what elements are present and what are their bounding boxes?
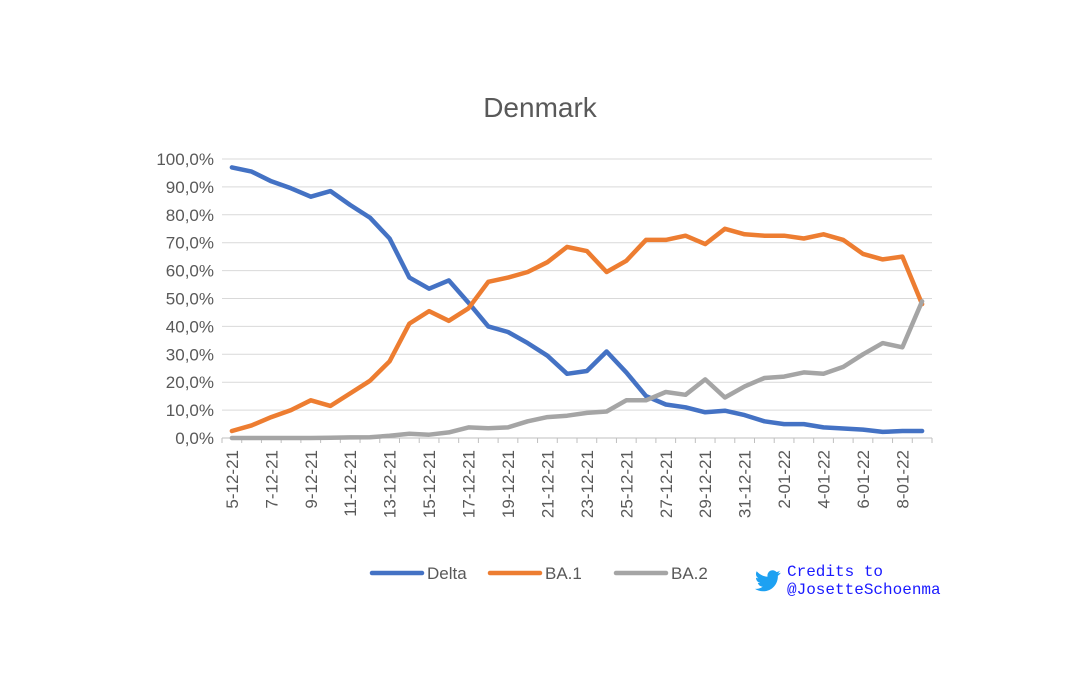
x-tick-label: 6-01-22 (854, 450, 873, 509)
y-tick-label: 10,0% (166, 401, 214, 420)
chart-title: Denmark (483, 92, 598, 123)
y-tick-label: 40,0% (166, 317, 214, 336)
x-axis: 5-12-21 7-12-21 9-12-21 11-12-21 13-12-21 15-… (221, 438, 933, 518)
y-tick-label: 100,0% (156, 150, 214, 169)
y-tick-label: 30,0% (166, 345, 214, 364)
y-tick-label: 70,0% (166, 234, 214, 253)
x-tick-label: 15-12-21 (420, 450, 439, 518)
x-tick-label: 25-12-21 (617, 450, 636, 518)
y-tick-label: 80,0% (166, 206, 214, 225)
x-tick-label: 2-01-22 (775, 450, 794, 509)
credits-handle: @JosetteSchoenma (787, 581, 941, 599)
x-tick-label: 4-01-22 (815, 450, 834, 509)
legend-label: BA.2 (671, 564, 708, 583)
series-line-delta (229, 165, 925, 435)
y-tick-label: 50,0% (166, 290, 214, 309)
x-tick-label: 13-12-21 (381, 450, 400, 518)
gridlines (222, 158, 932, 439)
x-tick-label: 9-12-21 (302, 450, 321, 509)
series-line-ba-2 (229, 299, 925, 441)
y-axis: 0,0% 10,0% 20,0% 30,0% 40,0% 50,0% 60,0% 70,0% 8… (156, 150, 214, 448)
y-tick-label: 0,0% (175, 429, 214, 448)
x-tick-label: 19-12-21 (499, 450, 518, 518)
x-tick-label: 8-01-22 (893, 450, 912, 509)
twitter-bird-icon (755, 570, 781, 592)
x-tick-label: 11-12-21 (341, 450, 360, 517)
y-tick-label: 20,0% (166, 373, 214, 392)
y-tick-label: 90,0% (166, 178, 214, 197)
credits: Credits to @JosetteSchoenma (755, 563, 941, 599)
series-line-ba-1 (229, 226, 925, 434)
series-lines (229, 165, 925, 441)
legend: Delta BA.1 BA.2 (369, 564, 708, 583)
x-tick-label: 5-12-21 (223, 450, 242, 509)
x-tick-label: 7-12-21 (262, 450, 281, 509)
x-tick-label: 27-12-21 (657, 450, 676, 518)
x-tick-label: 21-12-21 (538, 450, 557, 518)
legend-label: BA.1 (545, 564, 582, 583)
x-tick-label: 29-12-21 (696, 450, 715, 518)
x-tick-label: 31-12-21 (736, 450, 755, 518)
y-tick-label: 60,0% (166, 262, 214, 281)
x-tick-label: 17-12-21 (460, 450, 479, 518)
legend-label: Delta (427, 564, 467, 583)
x-tick-label: 23-12-21 (578, 450, 597, 518)
credits-line-1: Credits to (787, 563, 884, 581)
